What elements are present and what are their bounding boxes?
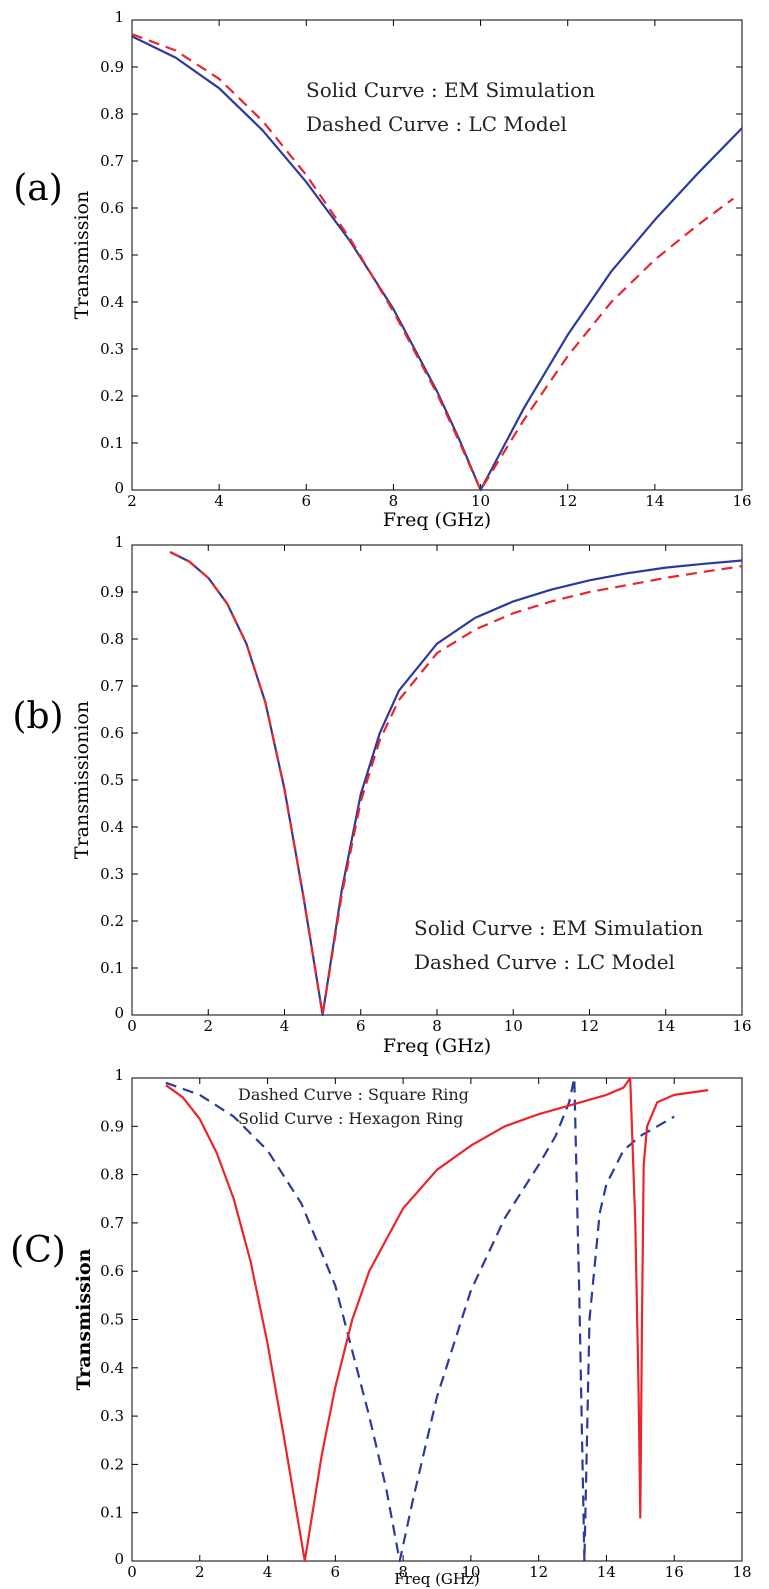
y-tick-label: 1 — [114, 533, 124, 551]
series-line-dashed — [169, 551, 743, 1017]
annotation-text: Solid Curve : Hexagon Ring — [238, 1109, 463, 1128]
y-tick-label: 0 — [114, 479, 124, 497]
x-tick-label: 6 — [331, 1563, 341, 1581]
series-line-solid — [169, 551, 743, 1017]
y-tick-label: 0.1 — [100, 1504, 124, 1522]
panel-0: 2 4 6 8 10 12 14 16 0 0.1 0.2 0.3 0.4 0.5 0.6 0.7 0.8 0.9… — [13, 8, 751, 531]
y-tick-label: 0.6 — [100, 199, 124, 217]
y-tick-label: 0.8 — [100, 105, 124, 123]
y-tick-label: 0.9 — [100, 1117, 124, 1135]
x-tick-label: 2 — [203, 1017, 213, 1035]
y-tick-label: 0.6 — [100, 724, 124, 742]
x-tick-label: 14 — [645, 492, 664, 510]
series-line-dashed — [165, 1076, 675, 1563]
y-tick-label: 0.3 — [100, 1407, 124, 1425]
x-tick-label: 2 — [195, 1563, 205, 1581]
x-tick-label: 16 — [732, 492, 751, 510]
y-tick-label: 0.2 — [100, 1455, 124, 1473]
y-tick-label: 0.7 — [100, 1214, 124, 1232]
y-axis-label: Transmissionion — [71, 701, 93, 859]
panel-label: (b) — [12, 696, 63, 737]
y-axis-label: Transmission — [71, 191, 93, 319]
x-tick-label: 6 — [302, 492, 312, 510]
x-tick-label: 4 — [214, 492, 224, 510]
y-tick-label: 0.2 — [100, 387, 124, 405]
x-tick-label: 4 — [280, 1017, 290, 1035]
x-tick-label: 16 — [665, 1563, 684, 1581]
plot-frame — [131, 1077, 743, 1562]
x-tick-label: 12 — [529, 1563, 548, 1581]
y-tick-label: 0.5 — [100, 771, 124, 789]
x-axis-label: Freq (GHz) — [383, 509, 491, 531]
x-tick-label: 2 — [127, 492, 137, 510]
series-line-solid — [165, 1076, 709, 1563]
annotation-text: Solid Curve : EM Simulation — [414, 916, 703, 940]
x-tick-label: 8 — [389, 492, 399, 510]
x-tick-label: 0 — [127, 1563, 137, 1581]
annotation-text: Solid Curve : EM Simulation — [306, 78, 595, 102]
y-tick-label: 0.1 — [100, 959, 124, 977]
y-tick-label: 0.8 — [100, 630, 124, 648]
y-tick-label: 0.6 — [100, 1262, 124, 1280]
x-tick-label: 4 — [263, 1563, 273, 1581]
x-tick-label: 10 — [461, 1563, 480, 1581]
y-tick-label: 0.4 — [100, 818, 124, 836]
series-line-dashed — [131, 33, 734, 492]
y-tick-label: 1 — [114, 1066, 124, 1084]
y-tick-label: 0.7 — [100, 677, 124, 695]
panel-2: 0 2 4 6 8 10 12 14 16 18 0 0.1 0.2 0.3 0.4 0.5 0.6 0.7 0.8… — [10, 1066, 751, 1588]
y-tick-label: 0.4 — [100, 293, 124, 311]
y-tick-label: 0.5 — [100, 246, 124, 264]
x-axis-label: Freq (GHz) — [383, 1035, 491, 1057]
x-tick-label: 12 — [558, 492, 577, 510]
y-tick-label: 0 — [114, 1004, 124, 1022]
annotation-text: Dashed Curve : Square Ring — [238, 1085, 469, 1104]
y-tick-label: 0.9 — [100, 58, 124, 76]
y-tick-label: 0.9 — [100, 583, 124, 601]
x-tick-label: 10 — [471, 492, 490, 510]
y-tick-label: 0.8 — [100, 1166, 124, 1184]
y-tick-label: 1 — [114, 8, 124, 26]
x-tick-label: 14 — [597, 1563, 616, 1581]
y-tick-label: 0.7 — [100, 152, 124, 170]
x-tick-label: 8 — [432, 1017, 442, 1035]
x-tick-label: 8 — [398, 1563, 408, 1581]
panel-label: (a) — [13, 168, 63, 209]
x-tick-label: 16 — [732, 1017, 751, 1035]
x-tick-label: 0 — [127, 1017, 137, 1035]
y-axis-label: Transmission — [73, 1248, 95, 1390]
y-tick-label: 0.3 — [100, 865, 124, 883]
x-tick-label: 14 — [656, 1017, 675, 1035]
y-tick-label: 0.2 — [100, 912, 124, 930]
x-tick-label: 12 — [580, 1017, 599, 1035]
annotation-text: Dashed Curve : LC Model — [306, 112, 567, 136]
x-tick-label: 6 — [356, 1017, 366, 1035]
y-tick-label: 0 — [114, 1550, 124, 1568]
y-tick-label: 0.1 — [100, 434, 124, 452]
y-tick-label: 0.5 — [100, 1311, 124, 1329]
plot-frame — [131, 544, 743, 1016]
y-tick-label: 0.4 — [100, 1359, 124, 1377]
annotation-text: Dashed Curve : LC Model — [414, 950, 675, 974]
panel-label: (C) — [10, 1230, 66, 1271]
x-tick-label: 10 — [504, 1017, 523, 1035]
x-axis-label: Freq (GHz) — [394, 1570, 480, 1588]
x-tick-label: 18 — [732, 1563, 751, 1581]
y-tick-label: 0.3 — [100, 340, 124, 358]
panel-1: 0 2 4 6 8 10 12 14 16 0 0.1 0.2 0.3 0.4 0.5 0.6 0.7 0.8 0.… — [12, 533, 751, 1057]
